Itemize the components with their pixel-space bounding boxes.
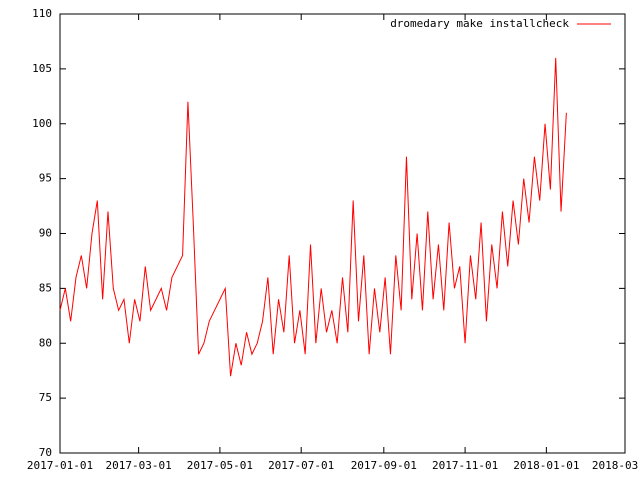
x-tick-label: 2017-01-01 — [27, 459, 93, 472]
y-tick-label: 95 — [39, 172, 52, 185]
plot-frame — [59, 13, 626, 454]
y-tick-label: 80 — [39, 336, 52, 349]
y-tick-label: 75 — [39, 391, 52, 404]
legend-label: dromedary make installcheck — [390, 17, 569, 30]
y-tick-label: 70 — [39, 446, 52, 459]
y-tick-label: 100 — [32, 117, 52, 130]
y-tick-label: 85 — [39, 281, 52, 294]
x-tick-label: 2017-07-01 — [268, 459, 334, 472]
data-line — [59, 57, 567, 377]
y-tick-label: 90 — [39, 227, 52, 240]
x-tick-label: 2017-09-01 — [351, 459, 417, 472]
x-tick-label: 2018-03-01 — [592, 459, 640, 472]
y-tick-label: 110 — [32, 7, 52, 20]
x-tick-label: 2017-03-01 — [106, 459, 172, 472]
y-tick-label: 105 — [32, 62, 52, 75]
x-tick-label: 2017-11-01 — [432, 459, 498, 472]
x-tick-label: 2018-01-01 — [513, 459, 579, 472]
x-tick-label: 2017-05-01 — [187, 459, 253, 472]
